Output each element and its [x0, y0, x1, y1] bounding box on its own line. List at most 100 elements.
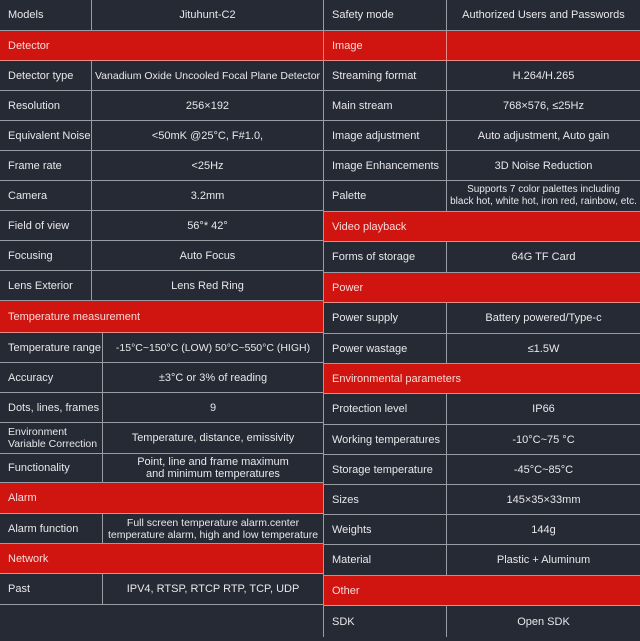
- section-header-detector: Detector: [0, 31, 323, 61]
- spec-label: Accuracy: [0, 363, 103, 392]
- spec-label: Temperature range: [0, 333, 103, 362]
- section-header-power: Power: [324, 273, 640, 303]
- spec-label: Alarm function: [0, 514, 103, 543]
- spec-label: Past: [0, 574, 103, 604]
- section-header-temperature-measurement: Temperature measurement: [0, 301, 323, 333]
- spec-label: Power supply: [324, 303, 447, 333]
- spec-value: Point, line and frame maximum and minimu…: [137, 456, 289, 480]
- spec-label: Working temperatures: [324, 425, 447, 454]
- spec-value: 145×35×33mm: [506, 493, 581, 506]
- spec-row-frame-rate: Frame rate <25Hz: [0, 151, 323, 181]
- spec-row-material: Material Plastic + Aluminum: [324, 545, 640, 576]
- spec-value: 144g: [531, 523, 556, 536]
- section-title: Video playback: [332, 220, 407, 233]
- spec-value: Supports 7 color palettes including blac…: [450, 184, 637, 207]
- spec-value: Auto Focus: [179, 249, 236, 262]
- spec-row-field-of-view: Field of view 56°* 42°: [0, 211, 323, 241]
- spec-row-environment-correction: Environment Variable Correction Temperat…: [0, 423, 323, 454]
- spec-row-alarm-function: Alarm function Full screen temperature a…: [0, 514, 323, 544]
- spec-label: Focusing: [0, 241, 92, 270]
- spec-row-palette: Palette Supports 7 color palettes includ…: [324, 181, 640, 212]
- section-title: Other: [332, 584, 360, 597]
- spec-row-sizes: Sizes 145×35×33mm: [324, 485, 640, 515]
- spec-label: Safety mode: [324, 0, 447, 30]
- spec-row-sdk: SDK Open SDK: [324, 606, 640, 637]
- spec-row-dots-lines-frames: Dots, lines, frames 9: [0, 393, 323, 423]
- spec-label: Material: [324, 545, 447, 575]
- section-title: Image: [324, 31, 447, 60]
- spec-value: -10°C~75 °C: [512, 433, 575, 446]
- spec-row-streaming-format: Streaming format H.264/H.265: [324, 61, 640, 91]
- spec-row-functionality: Functionality Point, line and frame maxi…: [0, 454, 323, 483]
- spec-row-temperature-range: Temperature range -15°C~150°C (LOW) 50°C…: [0, 333, 323, 363]
- spec-value: Temperature, distance, emissivity: [131, 432, 295, 444]
- spec-value: <25Hz: [191, 159, 224, 172]
- section-header-environmental-parameters: Environmental parameters: [324, 364, 640, 394]
- spec-label: Image Enhancements: [324, 151, 447, 180]
- spec-value: IP66: [532, 403, 555, 415]
- spec-value: -45°C~85°C: [513, 463, 574, 476]
- spec-row-models: Models Jituhunt-C2: [0, 0, 323, 31]
- spec-value: -15°C~150°C (LOW) 50°C~550°C (HIGH): [115, 341, 311, 354]
- spec-value: 56°* 42°: [187, 219, 228, 232]
- spec-label: Dots, lines, frames: [0, 393, 103, 422]
- spec-row-forms-of-storage: Forms of storage 64G TF Card: [324, 242, 640, 273]
- spec-label: Weights: [324, 515, 447, 544]
- section-header-other: Other: [324, 576, 640, 606]
- spec-value: 3.2mm: [190, 189, 225, 202]
- spec-label: Field of view: [0, 211, 92, 240]
- spec-value: Full screen temperature alarm.center tem…: [107, 516, 319, 541]
- spec-label: Equivalent Noise: [0, 121, 92, 150]
- spec-label: Forms of storage: [324, 242, 447, 272]
- spec-label: Functionality: [0, 454, 103, 482]
- spec-row-main-stream: Main stream 768×576, ≤25Hz: [324, 91, 640, 121]
- spec-value: IPV4, RTSP, RTCP RTP, TCP, UDP: [126, 583, 300, 595]
- section-header-alarm: Alarm: [0, 483, 323, 514]
- spec-value: Lens Red Ring: [171, 279, 244, 292]
- spec-row-working-temperatures: Working temperatures -10°C~75 °C: [324, 425, 640, 455]
- spec-value: 768×576, ≤25Hz: [503, 99, 584, 112]
- section-title: Temperature measurement: [8, 310, 141, 323]
- spec-row-image-adjustment: Image adjustment Auto adjustment, Auto g…: [324, 121, 640, 151]
- spec-value: ±3°C or 3% of reading: [158, 371, 268, 384]
- spec-label: Sizes: [324, 485, 447, 514]
- spec-row-protection-level: Protection level IP66: [324, 394, 640, 425]
- spec-value: ≤1.5W: [527, 342, 560, 355]
- spec-value: 256×192: [185, 99, 230, 112]
- spec-label: Lens Exterior: [0, 271, 92, 300]
- spec-label: Storage temperature: [324, 455, 447, 484]
- spec-value: Auto adjustment, Auto gain: [477, 129, 610, 142]
- section-header-image: Image: [324, 31, 640, 61]
- spec-value: <50mK @25°C, F#1.0,: [151, 129, 264, 142]
- spec-label: Models: [0, 0, 92, 30]
- spec-row-safety-mode: Safety mode Authorized Users and Passwor…: [324, 0, 640, 31]
- spec-row-camera: Camera 3.2mm: [0, 181, 323, 211]
- spec-value: 3D Noise Reduction: [494, 159, 593, 172]
- section-header-video-playback: Video playback: [324, 212, 640, 242]
- section-title: Power: [332, 281, 364, 294]
- section-title: Environmental parameters: [332, 372, 462, 385]
- spec-label: Frame rate: [0, 151, 92, 180]
- spec-table-left: Models Jituhunt-C2 Detector Detector typ…: [0, 0, 323, 605]
- spec-label: Main stream: [324, 91, 447, 120]
- spec-value: 64G TF Card: [511, 251, 576, 263]
- spec-row-weights: Weights 144g: [324, 515, 640, 545]
- spec-value: 9: [209, 401, 217, 414]
- spec-row-accuracy: Accuracy ±3°C or 3% of reading: [0, 363, 323, 393]
- spec-label: Resolution: [0, 91, 92, 120]
- spec-label: Streaming format: [324, 61, 447, 90]
- spec-table-right: Safety mode Authorized Users and Passwor…: [323, 0, 640, 637]
- spec-row-storage-temperature: Storage temperature -45°C~85°C: [324, 455, 640, 485]
- spec-row-resolution: Resolution 256×192: [0, 91, 323, 121]
- spec-row-power-wastage: Power wastage ≤1.5W: [324, 334, 640, 364]
- spec-label: SDK: [324, 606, 447, 637]
- spec-label: Protection level: [324, 394, 447, 424]
- section-title: Network: [8, 552, 49, 565]
- spec-row-detector-type: Detector type Vanadium Oxide Uncooled Fo…: [0, 61, 323, 91]
- spec-row-lens-exterior: Lens Exterior Lens Red Ring: [0, 271, 323, 301]
- spec-label: Power wastage: [324, 334, 447, 363]
- spec-value: Open SDK: [517, 615, 570, 628]
- spec-label: Palette: [324, 181, 447, 211]
- spec-label: Detector type: [0, 61, 92, 90]
- spec-value: Authorized Users and Passwords: [462, 9, 625, 21]
